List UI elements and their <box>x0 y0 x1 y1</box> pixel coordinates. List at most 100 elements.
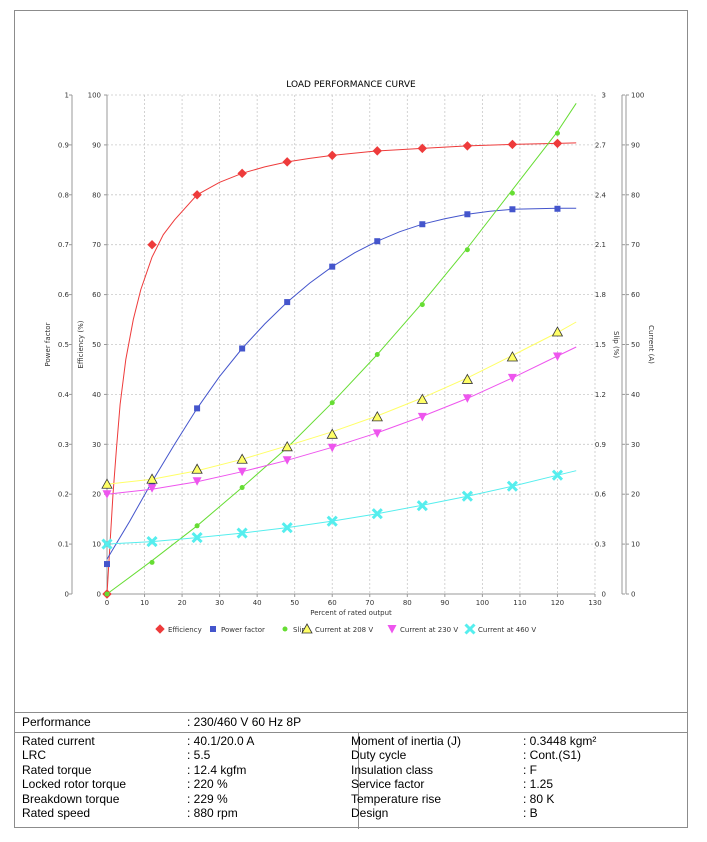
spec-row: Insulation class: F <box>351 763 681 777</box>
slip-axis-title: Slip (%) <box>612 331 620 358</box>
current-tick-label: 90 <box>631 141 640 149</box>
report-frame <box>14 10 688 828</box>
series-layer <box>101 103 577 599</box>
marker-stroke <box>461 490 473 502</box>
series-line-current-at-460-v <box>106 470 577 545</box>
spec-row: Moment of inertia (J): 0.3448 kgm² <box>351 734 681 748</box>
data-point-slip <box>329 400 335 406</box>
current-tick-label: 20 <box>631 491 640 499</box>
spec-row: Duty cycle: Cont.(S1) <box>351 748 681 762</box>
x-tick-label: 20 <box>178 599 187 607</box>
data-point-power-factor <box>194 405 201 412</box>
data-point-power-factor <box>509 206 516 213</box>
legend-label-slip: Slip <box>293 626 306 634</box>
legend-label-efficiency: Efficiency <box>168 626 202 634</box>
current-tick-label: 30 <box>631 441 640 449</box>
data-point-efficiency <box>507 139 518 150</box>
data-point-power-factor <box>554 205 561 212</box>
series-line-current-at-230-v <box>106 346 577 495</box>
data-point-efficiency <box>192 190 202 200</box>
data-point-current-at-208-v <box>551 326 564 337</box>
marker-stroke <box>146 536 158 548</box>
slip-tick-label: 2.7 <box>595 141 606 149</box>
performance-label: Performance <box>22 715 91 729</box>
legend-label-power-factor: Power factor <box>221 626 265 634</box>
spec-row: Rated speed : 880 rpm <box>22 806 352 820</box>
efficiency-tick-label: 50 <box>92 341 101 349</box>
data-point-current-at-460-v <box>326 515 338 527</box>
spec-row: Locked rotor torque : 220 % <box>22 777 352 791</box>
spec-value: : Cont.(S1) <box>523 748 582 763</box>
series-current-at-208-v <box>101 321 577 489</box>
current-tick-label: 50 <box>631 341 640 349</box>
spec-value: : 229 % <box>187 791 228 806</box>
efficiency-tick-label: 0 <box>97 591 101 599</box>
performance-value: : 230/460 V 60 Hz 8P <box>187 715 302 729</box>
data-point-current-at-208-v <box>191 463 203 474</box>
data-point-current-at-208-v <box>326 428 338 439</box>
data-point-current-at-208-v <box>281 440 293 452</box>
spec-value: : 880 rpm <box>187 805 238 820</box>
data-point-current-at-460-v <box>146 536 158 548</box>
x-tick-label: 70 <box>365 599 374 607</box>
efficiency-tick-label: 70 <box>92 241 101 249</box>
spec-label: Temperature rise <box>351 791 442 806</box>
specifications-table: Performance : 230/460 V 60 Hz 8P Rated c… <box>14 712 688 829</box>
data-point-current-at-208-v <box>416 393 429 404</box>
data-point-current-at-460-v <box>506 480 518 492</box>
marker-stroke <box>371 508 383 520</box>
legend-label-current-at-460-v: Current at 460 V <box>478 626 536 634</box>
marker-stroke <box>191 532 203 544</box>
data-point-power-factor <box>374 238 381 245</box>
current-tick-label: 40 <box>631 391 640 399</box>
current-tick-label: 80 <box>631 191 640 199</box>
spec-row: LRC: 5.5 <box>22 748 352 762</box>
data-point-slip <box>104 591 110 597</box>
power-factor-tick-label: 1 <box>65 92 69 100</box>
chart-title: LOAD PERFORMANCE CURVE <box>286 80 416 90</box>
spec-row: Rated torque: 12.4 kgfm <box>22 763 352 777</box>
x-tick-label: 80 <box>403 599 412 607</box>
x-axis-title: Percent of rated output <box>310 609 392 617</box>
data-point-current-at-230-v <box>552 352 562 361</box>
slip-tick-label: 0.3 <box>595 541 606 549</box>
series-line-power-factor <box>106 207 577 560</box>
series-current-at-230-v <box>102 346 577 499</box>
spec-label: Insulation class <box>351 762 434 777</box>
series-current-at-460-v <box>101 469 577 550</box>
spec-value: : 220 % <box>187 777 228 792</box>
series-efficiency <box>102 138 577 599</box>
data-point-efficiency <box>237 168 247 179</box>
legend-item-efficiency: Efficiency <box>155 624 202 634</box>
data-point-current-at-460-v <box>191 532 203 544</box>
series-line-current-at-208-v <box>106 321 577 485</box>
spec-value: : 0.3448 kgm² <box>523 734 597 748</box>
marker-stroke <box>236 527 248 539</box>
data-point-current-at-208-v <box>146 473 158 484</box>
spec-value: : 40.1/20.0 A <box>187 734 255 748</box>
efficiency-axis-title: Efficiency (%) <box>77 320 85 368</box>
legend-item-current-at-208-v: Current at 208 V <box>301 623 373 634</box>
data-point-current-at-208-v <box>506 351 519 362</box>
legend-marker-power-factor <box>210 626 216 632</box>
data-point-current-at-460-v <box>416 500 428 512</box>
x-tick-label: 110 <box>513 599 526 607</box>
spec-label: Service factor <box>351 777 425 792</box>
series-line-slip <box>106 103 577 595</box>
x-tick-label: 60 <box>328 599 337 607</box>
data-point-efficiency <box>552 138 563 149</box>
spec-label: Rated speed <box>22 805 91 820</box>
data-point-efficiency <box>147 239 157 250</box>
legend-label-current-at-230-v: Current at 230 V <box>400 626 458 634</box>
data-point-current-at-208-v <box>236 453 248 464</box>
spec-label: Locked rotor torque <box>22 777 127 792</box>
data-point-slip <box>374 351 380 357</box>
specs-left-column: Rated current: 40.1/20.0 A LRC: 5.5 Rated … <box>22 734 352 820</box>
data-point-slip <box>554 130 560 136</box>
data-point-current-at-230-v <box>147 484 157 493</box>
marker-stroke <box>551 469 564 481</box>
x-tick-label: 40 <box>253 599 262 607</box>
data-point-efficiency <box>327 150 337 161</box>
marker-stroke <box>326 515 338 527</box>
current-tick-label: 10 <box>631 541 640 549</box>
